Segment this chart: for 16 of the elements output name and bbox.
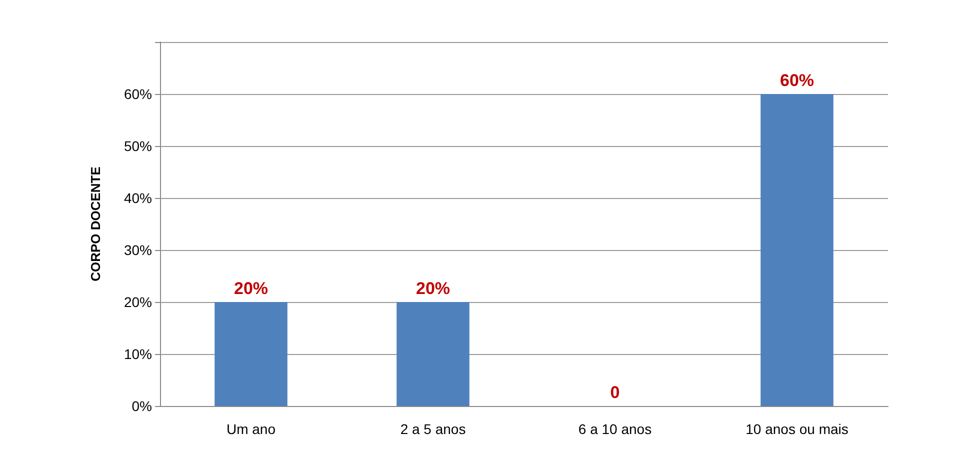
data-label: 60% — [780, 71, 814, 90]
data-label: 20% — [416, 279, 450, 298]
y-tick-label: 10% — [124, 346, 152, 362]
y-tick-label: 0% — [132, 398, 152, 414]
y-tick-label: 50% — [124, 138, 152, 154]
y-tick-label: 20% — [124, 294, 152, 310]
x-tick-label: 10 anos ou mais — [746, 421, 848, 437]
x-tick-label: Um ano — [226, 421, 276, 437]
data-label: 20% — [234, 279, 268, 298]
y-tick-label: 40% — [124, 190, 152, 206]
x-tick-label: 2 a 5 anos — [400, 421, 466, 437]
data-label: 0 — [610, 383, 620, 402]
x-tick-label: 6 a 10 anos — [578, 421, 652, 437]
y-axis-title: CORPO DOCENTE — [88, 166, 103, 282]
y-tick-label: 60% — [124, 86, 152, 102]
y-tick-label: 30% — [124, 242, 152, 258]
